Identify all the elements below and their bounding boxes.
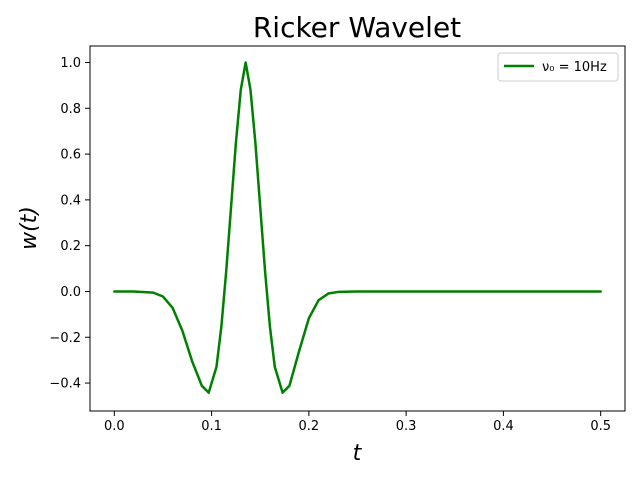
y-tick-label: 1.0 (60, 56, 81, 71)
y-tick-label: 0.2 (60, 239, 81, 254)
legend-box (497, 52, 619, 82)
x-tick-label: 0.0 (104, 419, 125, 434)
plot-area (113, 61, 602, 394)
x-axis-label: t (353, 441, 363, 466)
legend: ν₀ = 10Hz (497, 52, 619, 82)
series-line-0 (113, 61, 602, 394)
y-tick-label: 0.0 (60, 285, 81, 300)
y-tick-label: 0.8 (60, 102, 81, 117)
y-axis-ticks: −0.4 −0.2 0.0 0.2 0.4 0.6 0.8 1.0 (49, 56, 90, 392)
x-tick-label: 0.3 (396, 419, 417, 434)
x-tick-label: 0.2 (299, 419, 320, 434)
chart-title: Ricker Wavelet (253, 11, 461, 44)
y-tick-label: 0.6 (60, 148, 81, 163)
legend-entry-label: ν₀ = 10Hz (542, 60, 607, 75)
x-tick-label: 0.1 (201, 419, 222, 434)
y-axis-label: w(t) (17, 206, 42, 250)
axes-frame (89, 45, 626, 412)
x-tick-label: 0.5 (590, 419, 611, 434)
y-tick-label: 0.4 (60, 193, 81, 208)
y-tick-label: −0.2 (49, 331, 81, 346)
x-axis-ticks: 0.0 0.1 0.2 0.3 0.4 0.5 (104, 411, 611, 434)
x-tick-label: 0.4 (493, 419, 514, 434)
y-tick-label: −0.4 (49, 377, 81, 392)
